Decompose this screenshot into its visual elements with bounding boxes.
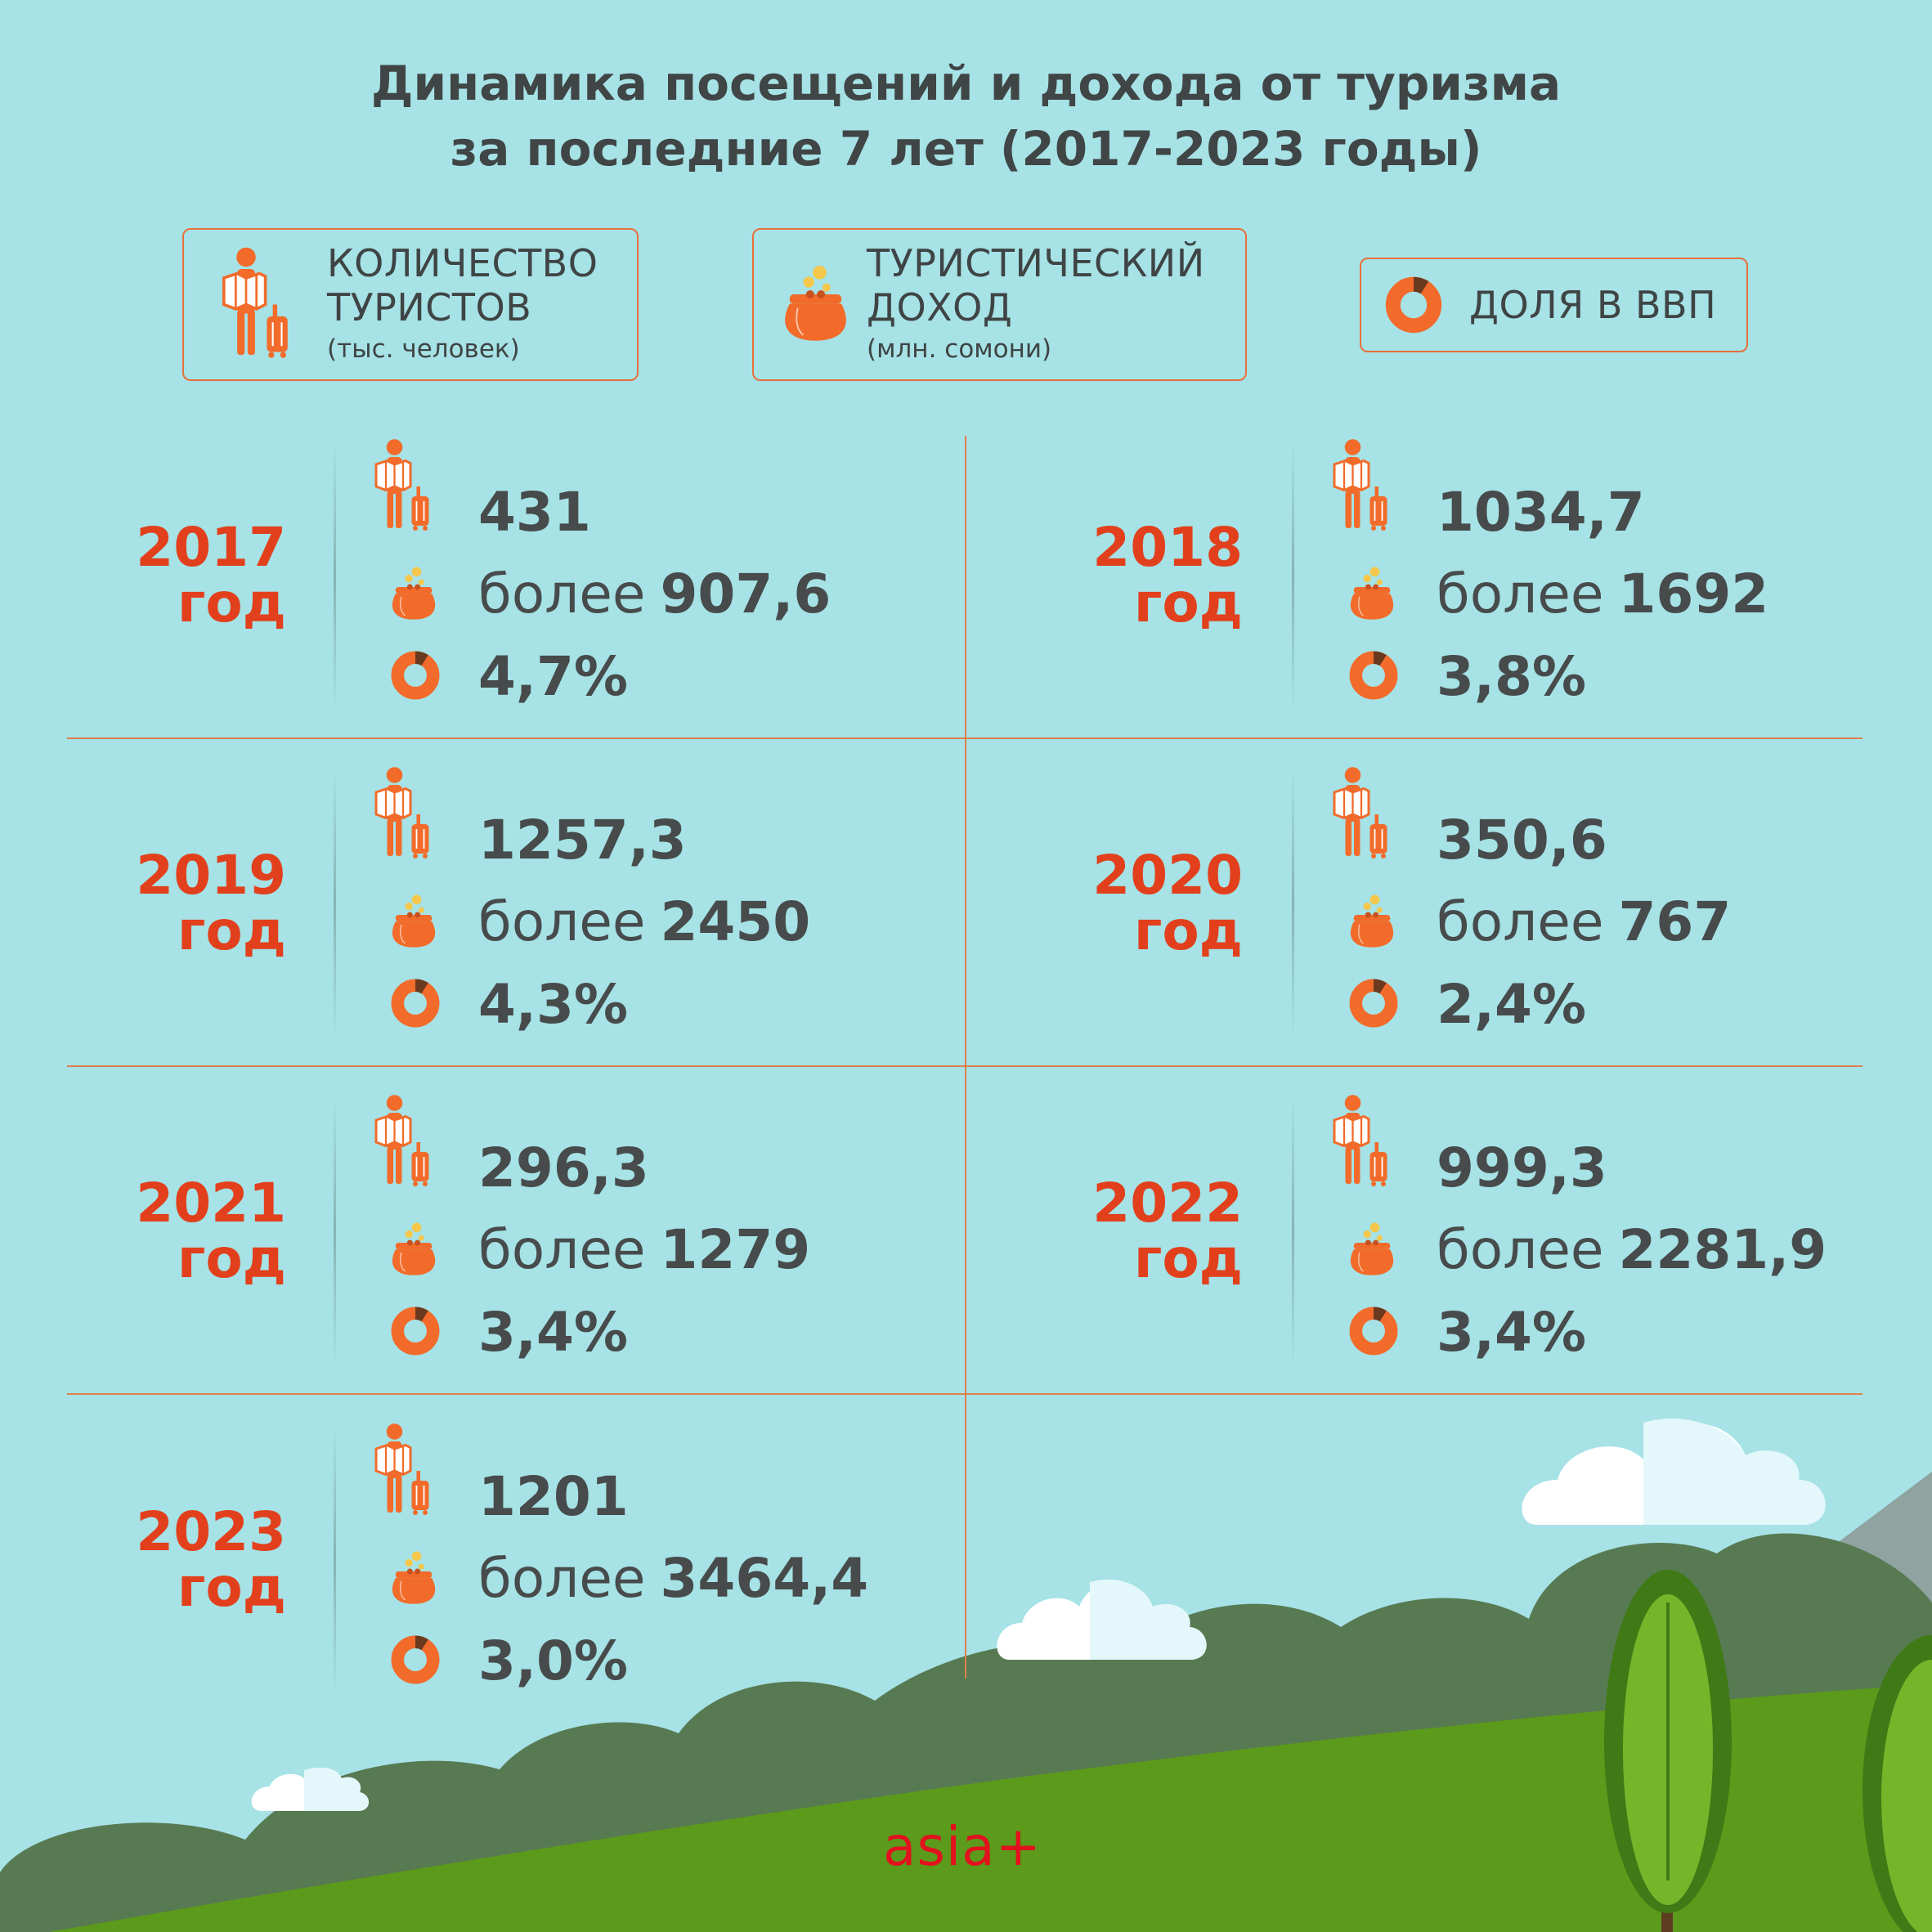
year-label: 2017 год [136,516,286,634]
purse-icon [388,1549,439,1606]
gdp-share-value: 2,4% [1437,973,1587,1036]
gdp-share-value: 4,7% [478,645,629,708]
legend-income-label-1: ТУРИСТИЧЕСКИЙ [867,241,1205,285]
tourists-value: 1201 [478,1465,629,1528]
grass [49,1684,1932,1932]
brand-logo: asia+ [883,1815,1042,1878]
tourists-value: 431 [478,481,591,544]
donut-icon [390,978,441,1029]
page-title: Динамика посещений и дохода от туризма з… [0,51,1932,182]
divider [334,1096,336,1365]
divider [1292,442,1294,711]
legend-income-label-2: ДОХОД [867,285,1013,329]
tourist-icon [1324,437,1401,536]
divider [1292,769,1294,1038]
year-label: 2021 год [136,1172,286,1290]
year-label: 2019 год [136,844,286,962]
income-value: более 1279 [478,1218,811,1281]
gdp-share-value: 3,8% [1437,645,1587,708]
legend-income [752,228,1247,381]
tourist-icon [365,765,443,863]
gdp-share-value: 3,4% [1437,1301,1587,1364]
tourists-value: 1034,7 [1437,481,1645,544]
tourist-icon [365,437,443,536]
legend-gdp-label: ДОЛЯ В ВВП [1469,283,1717,327]
donut-icon [390,1634,441,1685]
income-value: более 3464,4 [478,1547,869,1610]
gdp-share-value: 3,0% [478,1629,629,1692]
divider [334,1424,336,1694]
gdp-share-value: 4,3% [478,973,629,1036]
divider [334,442,336,711]
tourist-icon [365,1422,443,1520]
legend-income-unit: (млн. сомони) [867,334,1052,364]
divider [965,436,966,1679]
purse-icon [388,892,439,949]
legend-tourists-label-1: КОЛИЧЕСТВО [327,241,598,285]
income-value: более 767 [1437,890,1732,953]
donut-icon [1348,1306,1399,1356]
cloud-icon [1522,1418,1826,1525]
tourists-value: 296,3 [478,1136,649,1199]
income-value: более 2281,9 [1437,1218,1827,1281]
title-line-1: Динамика посещений и дохода от туризма [370,56,1562,111]
purse-icon [1347,564,1397,621]
tourist-icon [1324,765,1401,863]
year-label: 2020 год [1092,844,1243,962]
tourists-value: 350,6 [1437,809,1607,872]
tree-icon [1604,1570,1732,1932]
gdp-share-value: 3,4% [478,1301,629,1364]
purse-icon [1347,1220,1397,1277]
legend-tourists-label-2: ТУРИСТОВ [327,285,532,329]
year-label: 2018 год [1092,516,1243,634]
cloud-icon [997,1579,1207,1660]
donut-icon [1384,276,1443,334]
income-value: более 907,6 [478,563,832,625]
divider [1292,1096,1294,1365]
tourist-icon [365,1093,443,1191]
purse-icon [781,262,850,343]
tourist-icon [211,245,305,364]
purse-icon [388,564,439,621]
tourist-icon [1324,1093,1401,1191]
purse-icon [1347,892,1397,949]
divider [334,769,336,1038]
tree-icon [1863,1635,1932,1932]
year-label: 2022 год [1092,1172,1243,1290]
income-value: более 1692 [1437,563,1769,625]
legend-gdp [1360,258,1748,352]
tourists-value: 999,3 [1437,1136,1607,1199]
year-label: 2023 год [136,1500,286,1619]
tourists-value: 1257,3 [478,809,687,872]
donut-icon [1348,650,1399,701]
donut-icon [390,650,441,701]
donut-icon [1348,978,1399,1029]
purse-icon [388,1220,439,1277]
title-line-2: за последние 7 лет (2017-2023 годы) [450,121,1482,177]
legend-tourists [182,228,639,381]
donut-icon [390,1306,441,1356]
cloud-icon [251,1768,370,1811]
legend-tourists-unit: (тыс. человек) [327,334,520,364]
income-value: более 2450 [478,890,811,953]
